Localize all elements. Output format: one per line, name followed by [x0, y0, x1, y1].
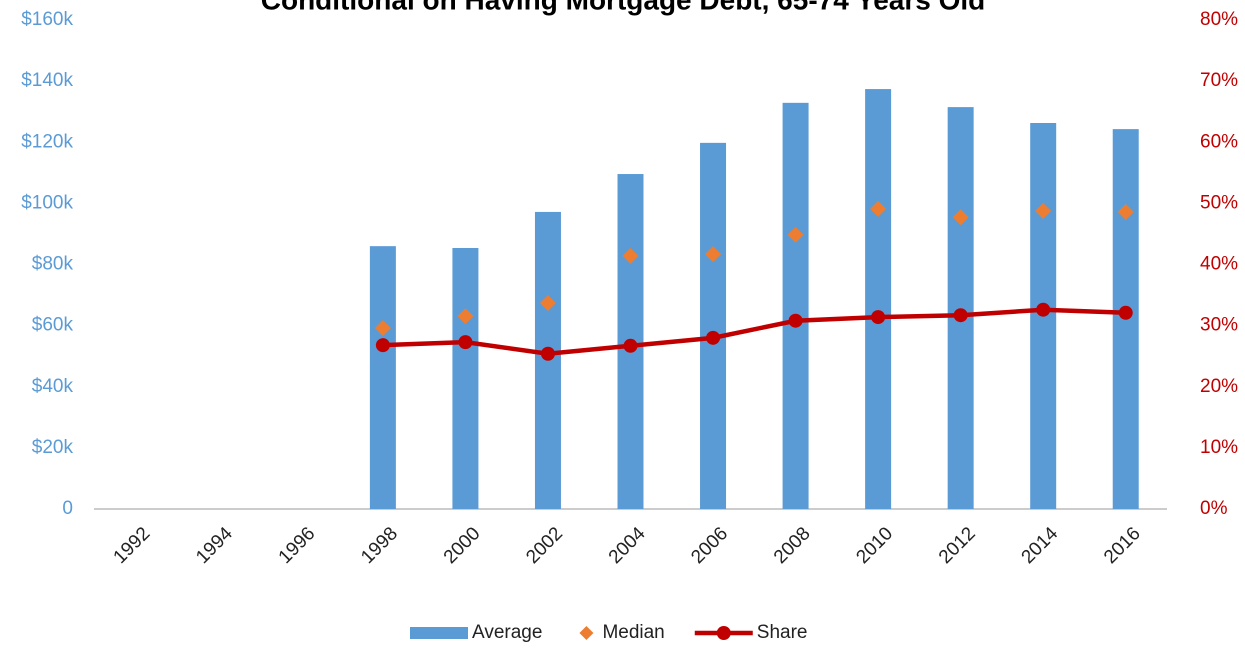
bar — [865, 89, 892, 509]
y-tick-label: $20k — [32, 437, 74, 458]
x-tick-label: 1992 — [110, 523, 155, 568]
median-marker — [787, 226, 804, 243]
share-marker — [953, 308, 968, 323]
y-tick-label: 0 — [62, 498, 73, 519]
y2-tick-label: 60% — [1200, 131, 1238, 152]
x-tick-label: 2006 — [687, 523, 732, 568]
median-marker — [705, 246, 722, 263]
median-marker — [1035, 203, 1052, 220]
y2-tick-label: 10% — [1200, 437, 1238, 458]
y-tick-label: $80k — [32, 254, 74, 275]
bar — [369, 246, 396, 509]
x-tick-label: 2010 — [852, 523, 897, 568]
y-tick-label: $160k — [21, 9, 73, 30]
y-tick-label: $120k — [21, 131, 73, 152]
median-marker — [539, 295, 556, 312]
legend-label: Median — [602, 622, 664, 643]
median-marker — [622, 247, 639, 264]
y2-tick-label: 50% — [1200, 192, 1238, 213]
x-tick-label: 2016 — [1100, 523, 1145, 568]
share-marker — [458, 335, 473, 350]
x-tick-label: 1998 — [357, 523, 402, 568]
share-marker — [706, 330, 721, 345]
x-tick-label: 1994 — [192, 523, 237, 568]
share-marker — [540, 346, 555, 361]
bar — [452, 247, 479, 509]
x-tick-label: 2000 — [440, 523, 485, 568]
x-tick-label: 2004 — [605, 523, 650, 568]
share-line — [382, 307, 1126, 357]
share-marker — [623, 338, 638, 353]
y2-tick-label: 70% — [1200, 70, 1238, 91]
median-marker — [870, 200, 887, 217]
median-marker — [1117, 203, 1134, 220]
legend-swatch — [716, 626, 731, 640]
legend-swatch — [410, 627, 468, 639]
share-marker — [871, 310, 886, 325]
y2-tick-label: 20% — [1200, 376, 1238, 397]
share-marker — [1036, 302, 1051, 317]
y2-tick-label: 0% — [1200, 498, 1228, 519]
y2-tick-label: 80% — [1200, 9, 1238, 30]
y2-tick-label: 30% — [1200, 315, 1238, 336]
legend-label: Average — [472, 622, 542, 643]
median-marker — [374, 320, 391, 337]
share-marker — [1118, 305, 1133, 320]
x-tick-label: 2014 — [1018, 523, 1063, 568]
x-tick-label: 2002 — [522, 523, 567, 568]
share-marker — [788, 313, 803, 328]
bar — [782, 102, 809, 509]
legend-label: Share — [757, 622, 808, 643]
y-tick-label: $60k — [32, 315, 74, 336]
x-tick-label: 1996 — [275, 523, 320, 568]
share-marker — [375, 338, 390, 353]
chart-title: Conditional on Having Mortgage Debt, 65-… — [261, 0, 986, 15]
y-tick-label: $140k — [21, 70, 73, 91]
y2-tick-label: 40% — [1200, 254, 1238, 275]
y-tick-label: $40k — [32, 376, 74, 397]
y-tick-label: $100k — [21, 192, 73, 213]
legend-swatch — [579, 626, 594, 640]
bar — [947, 107, 974, 510]
bar — [700, 142, 727, 509]
x-tick-label: 2008 — [770, 523, 815, 568]
x-tick-label: 2012 — [935, 523, 980, 568]
median-marker — [952, 209, 969, 226]
median-marker — [457, 308, 474, 325]
